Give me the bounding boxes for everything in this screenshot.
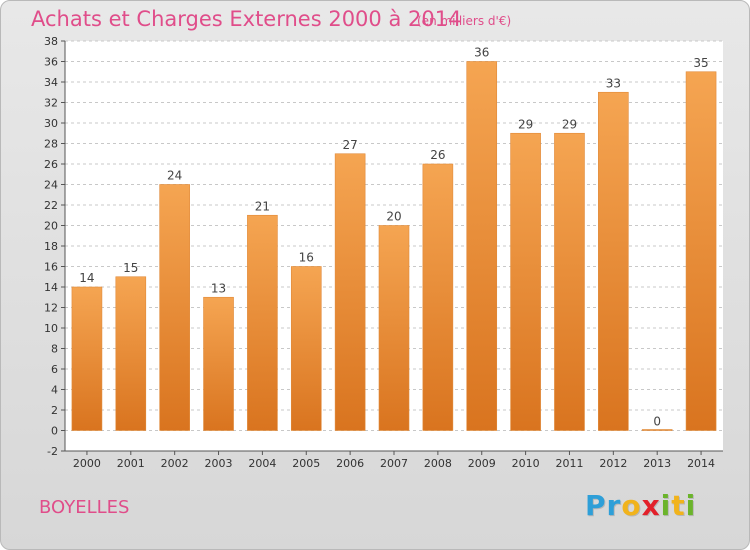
y-tick-label: 6 bbox=[51, 363, 58, 376]
x-tick-label: 2004 bbox=[248, 457, 276, 470]
logo-letter: x bbox=[641, 489, 661, 522]
logo-letter: i bbox=[685, 489, 697, 522]
data-label-2000: 14 bbox=[79, 271, 94, 285]
bar-2000 bbox=[71, 286, 103, 431]
bar-2007 bbox=[378, 225, 410, 431]
bar-2004 bbox=[247, 214, 278, 431]
x-tick-label: 2006 bbox=[336, 457, 364, 470]
y-tick-label: -2 bbox=[47, 445, 58, 458]
data-label-2001: 15 bbox=[123, 261, 138, 275]
y-tick-label: 22 bbox=[44, 199, 58, 212]
data-label-2004: 21 bbox=[255, 199, 270, 213]
logo-letter: t bbox=[671, 489, 686, 522]
x-tick-label: 2003 bbox=[205, 457, 233, 470]
bar-2005 bbox=[290, 266, 322, 431]
y-tick-label: 12 bbox=[44, 302, 58, 315]
data-label-2012: 33 bbox=[606, 76, 621, 90]
data-label-2008: 26 bbox=[430, 148, 445, 162]
y-tick-label: 0 bbox=[51, 425, 58, 438]
data-label-2011: 29 bbox=[562, 117, 577, 131]
y-tick-label: 36 bbox=[44, 56, 58, 69]
x-tick-label: 2002 bbox=[161, 457, 189, 470]
data-label-2005: 16 bbox=[299, 251, 314, 265]
bar-2006 bbox=[334, 153, 366, 431]
data-label-2009: 36 bbox=[474, 46, 489, 60]
data-label-2003: 13 bbox=[211, 281, 226, 295]
bar-2002 bbox=[159, 184, 190, 431]
bar-2003 bbox=[203, 296, 234, 431]
data-label-2007: 20 bbox=[386, 210, 401, 224]
y-tick-label: 4 bbox=[51, 384, 58, 397]
y-tick-label: 16 bbox=[44, 261, 58, 274]
data-label-2002: 24 bbox=[167, 169, 182, 183]
data-label-2014: 35 bbox=[693, 56, 708, 70]
y-tick-label: 20 bbox=[44, 220, 58, 233]
data-label-2013: 0 bbox=[653, 415, 661, 429]
y-tick-label: 38 bbox=[44, 35, 58, 48]
proxiti-logo: Proxiti bbox=[585, 489, 696, 522]
location-label: BOYELLES bbox=[39, 497, 130, 518]
logo-letter: i bbox=[660, 489, 672, 522]
logo-letter: r bbox=[606, 489, 622, 522]
bar-2001 bbox=[115, 276, 147, 431]
bar-2011 bbox=[554, 132, 585, 431]
x-tick-label: 2010 bbox=[512, 457, 540, 470]
y-tick-label: 8 bbox=[51, 343, 58, 356]
y-tick-label: 30 bbox=[44, 117, 58, 130]
x-tick-label: 2007 bbox=[380, 457, 408, 470]
x-tick-label: 2009 bbox=[468, 457, 496, 470]
bar-2009 bbox=[466, 61, 498, 431]
x-tick-label: 2014 bbox=[687, 457, 715, 470]
bar-2008 bbox=[422, 163, 454, 431]
y-tick-label: 14 bbox=[44, 281, 58, 294]
x-tick-label: 2001 bbox=[117, 457, 145, 470]
y-tick-label: 32 bbox=[44, 97, 58, 110]
logo-letter: o bbox=[621, 489, 642, 522]
y-tick-label: 18 bbox=[44, 240, 58, 253]
chart-subtitle: (en milliers d'€) bbox=[417, 14, 512, 28]
y-tick-label: 26 bbox=[44, 158, 58, 171]
bar-2010 bbox=[510, 132, 541, 431]
x-tick-label: 2012 bbox=[599, 457, 627, 470]
bar-2014 bbox=[685, 71, 717, 431]
x-tick-label: 2013 bbox=[643, 457, 671, 470]
y-tick-label: 2 bbox=[51, 404, 58, 417]
y-tick-label: 24 bbox=[44, 179, 58, 192]
data-label-2006: 27 bbox=[342, 138, 357, 152]
bar-2013 bbox=[641, 429, 673, 431]
y-tick-label: 28 bbox=[44, 138, 58, 151]
x-tick-label: 2008 bbox=[424, 457, 452, 470]
logo-letter: P bbox=[585, 489, 607, 522]
x-tick-label: 2005 bbox=[292, 457, 320, 470]
data-label-2010: 29 bbox=[518, 117, 533, 131]
x-tick-label: 2000 bbox=[73, 457, 101, 470]
x-tick-label: 2011 bbox=[555, 457, 583, 470]
bar-2012 bbox=[598, 91, 629, 431]
y-tick-label: 10 bbox=[44, 322, 58, 335]
y-tick-label: 34 bbox=[44, 76, 58, 89]
chart-title: Achats et Charges Externes 2000 à 2014 bbox=[31, 7, 462, 31]
